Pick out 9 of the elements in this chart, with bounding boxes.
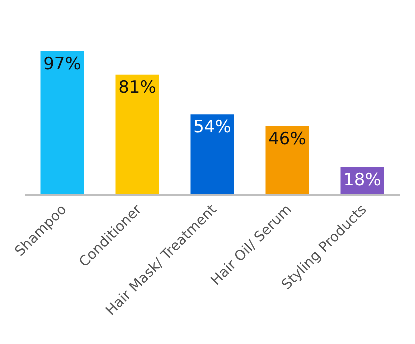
data-label: 97% <box>44 54 82 74</box>
bar <box>266 126 310 194</box>
bar <box>190 114 234 194</box>
data-label: 81% <box>118 78 156 98</box>
data-label: 54% <box>194 118 232 138</box>
bar <box>116 74 160 194</box>
data-label: 18% <box>344 170 382 191</box>
bar <box>40 51 84 194</box>
data-label: 46% <box>268 129 306 150</box>
